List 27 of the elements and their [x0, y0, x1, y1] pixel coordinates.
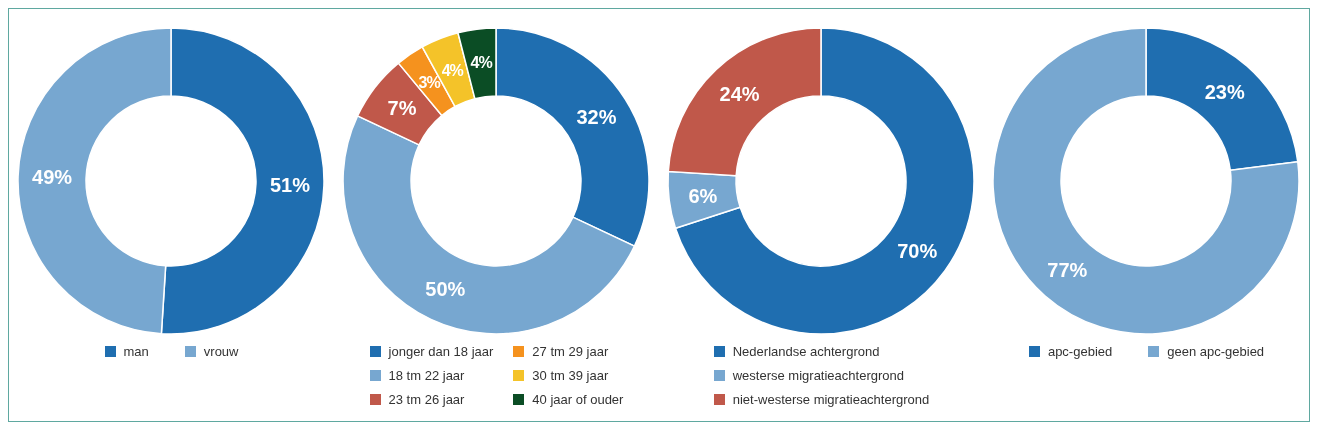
data-label: 77%	[1047, 259, 1088, 282]
data-label: 50%	[425, 277, 466, 300]
data-label: 70%	[897, 239, 938, 262]
data-label: 4%	[441, 61, 464, 79]
data-label: 4%	[470, 54, 493, 72]
legend-label: vrouw	[203, 343, 239, 359]
legend-label: westerse migratieachtergrond	[732, 367, 904, 383]
data-label: 24%	[719, 83, 760, 106]
data-label: 23%	[1204, 80, 1245, 103]
legend-label: 23 tm 26 jaar	[388, 391, 465, 407]
data-label: 3%	[418, 74, 441, 92]
legend-label: 40 jaar of ouder	[532, 391, 624, 407]
data-label: 7%	[387, 97, 417, 120]
legend-label: 18 tm 22 jaar	[388, 367, 465, 383]
legend-label: niet-westerse migratieachtergrond	[732, 391, 930, 407]
legend-label: 27 tm 29 jaar	[532, 343, 609, 359]
legend-label: 30 tm 39 jaar	[532, 367, 609, 383]
data-label: 6%	[688, 184, 718, 207]
donut-slice	[992, 27, 1300, 335]
legend-label: jonger dan 18 jaar	[388, 343, 494, 359]
legend-label: geen apc-gebied	[1167, 343, 1265, 359]
legend-label: Nederlandse achtergrond	[732, 343, 880, 359]
data-label: 32%	[576, 106, 617, 129]
data-label: 51%	[269, 173, 311, 196]
data-label: 49%	[32, 166, 73, 189]
legend-label: apc-gebied	[1047, 343, 1113, 359]
legend-label: man	[123, 343, 149, 359]
